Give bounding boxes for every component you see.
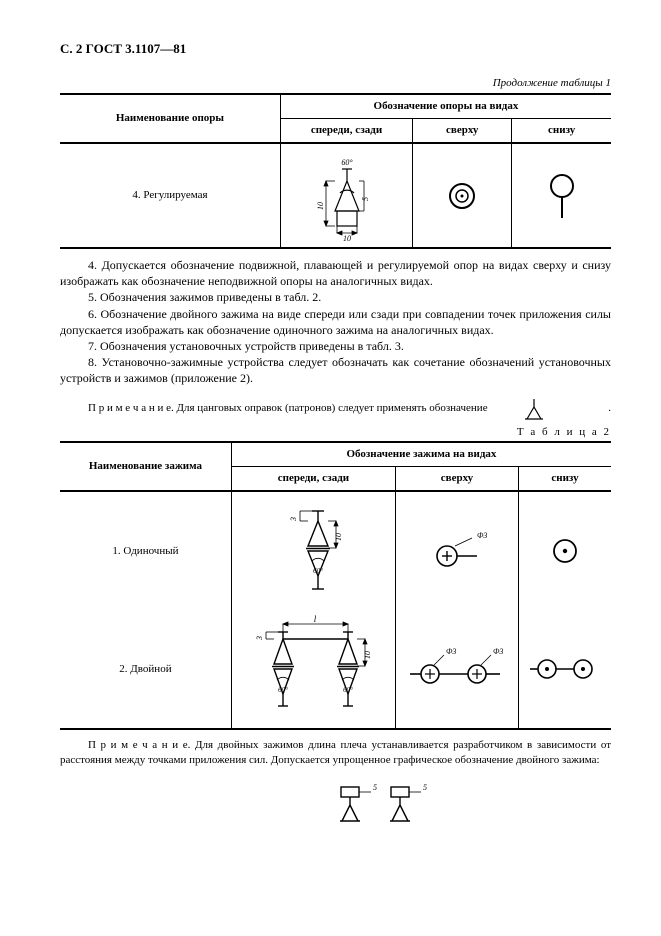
t2-th-top: сверху <box>395 467 518 491</box>
note1-label: П р и м е ч а н и е. <box>88 402 174 414</box>
svg-text:Ф3: Ф3 <box>446 647 456 656</box>
t2-th-name: Наименование зажима <box>60 442 231 491</box>
collet-symbol-icon <box>519 397 549 421</box>
th-front-back: спереди, сзади <box>280 119 412 143</box>
svg-text:10: 10 <box>363 651 372 659</box>
t2-row2-name: 2. Двойной <box>60 610 231 729</box>
th-name: Наименование опоры <box>60 94 280 143</box>
svg-text:Ф3: Ф3 <box>477 531 487 540</box>
para-7: 7. Обозначения установочных устройств пр… <box>60 338 611 354</box>
svg-text:Ф3: Ф3 <box>493 647 503 656</box>
page-number-header: С. 2 ГОСТ 3.1107—81 <box>60 40 611 58</box>
simplified-double-clamp-diagram: 5 5 <box>180 779 611 834</box>
svg-text:5: 5 <box>361 197 370 201</box>
th-group: Обозначение опоры на видах <box>280 94 611 118</box>
svg-text:5: 5 <box>423 783 427 792</box>
row4-front-diagram: 60° 10 5 <box>280 143 412 248</box>
page: С. 2 ГОСТ 3.1107—81 Продолжение таблицы … <box>0 0 661 874</box>
para-4: 4. Допускается обозначение подвижной, пл… <box>60 257 611 289</box>
note1-text: Для цанговых оправок (патронов) следует … <box>177 402 488 414</box>
svg-text:5: 5 <box>373 783 377 792</box>
th-bottom: снизу <box>512 119 611 143</box>
t2-row1-name: 1. Одиночный <box>60 491 231 610</box>
t2-row1-front: 60° 10 3 <box>231 491 395 610</box>
para-6: 6. Обозначение двойного зажима на виде с… <box>60 306 611 338</box>
svg-text:60°: 60° <box>341 158 353 167</box>
svg-text:3: 3 <box>289 517 298 522</box>
row4-bottom-diagram <box>512 143 611 248</box>
t2-row2-top: Ф3 Ф3 <box>395 610 518 729</box>
t2-row1-top: Ф3 <box>395 491 518 610</box>
t2-th-group: Обозначение зажима на видах <box>231 442 611 466</box>
svg-text:10: 10 <box>334 533 343 541</box>
para-5: 5. Обозначения зажимов приведены в табл.… <box>60 289 611 305</box>
note-1: П р и м е ч а н и е. Для цанговых оправо… <box>60 397 611 421</box>
svg-text:3: 3 <box>255 636 264 641</box>
svg-text:60°: 60° <box>344 686 354 694</box>
svg-text:60°: 60° <box>279 686 289 694</box>
svg-text:10: 10 <box>343 234 351 241</box>
t2-th-front: спереди, сзади <box>231 467 395 491</box>
table2-label: Т а б л и ц а 2 <box>60 425 611 440</box>
table-2: Наименование зажима Обозначение зажима н… <box>60 441 611 730</box>
note-2: П р и м е ч а н и е. Для двойных зажимов… <box>60 738 611 768</box>
svg-text:l: l <box>314 614 317 624</box>
table-1: Наименование опоры Обозначение опоры на … <box>60 93 611 249</box>
t2-row2-bottom <box>518 610 611 729</box>
th-top: сверху <box>413 119 512 143</box>
t2-row1-bottom <box>518 491 611 610</box>
table1-caption: Продолжение таблицы 1 <box>60 76 611 91</box>
svg-text:10: 10 <box>316 202 325 210</box>
svg-text:60°: 60° <box>314 567 324 575</box>
para-8: 8. Установочно-зажимные устройства следу… <box>60 354 611 386</box>
row4-name: 4. Регулируемая <box>60 143 280 248</box>
row4-top-diagram <box>413 143 512 248</box>
t2-row2-front: 60° 60° l <box>231 610 395 729</box>
t2-th-bottom: снизу <box>518 467 611 491</box>
note2-label: П р и м е ч а н и е. <box>88 739 190 751</box>
